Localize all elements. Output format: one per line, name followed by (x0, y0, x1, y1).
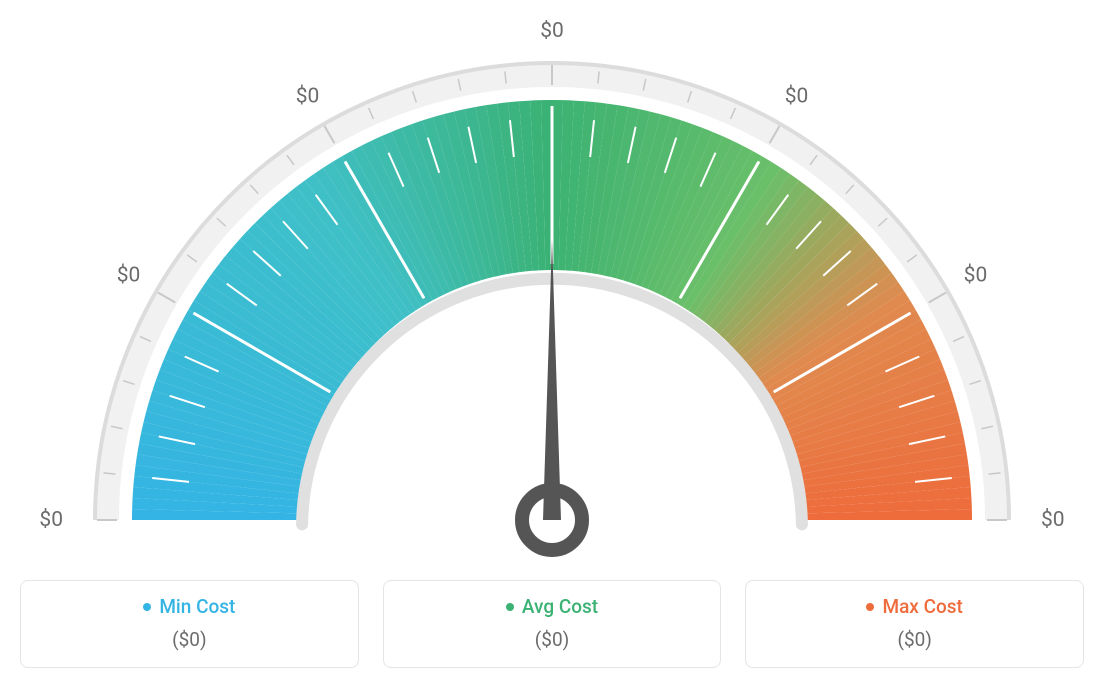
legend-card-avg: Avg Cost ($0) (383, 580, 722, 668)
gauge-tick-label: $0 (785, 85, 809, 109)
gauge-tick-label: $0 (117, 264, 141, 288)
legend-dot-max (866, 603, 874, 611)
gauge-tick-label: $0 (540, 20, 564, 43)
legend-label-min: Min Cost (143, 595, 235, 618)
gauge-tick-label: $0 (1041, 508, 1065, 532)
gauge-tick-label: $0 (296, 85, 320, 109)
legend-dot-avg (506, 603, 514, 611)
legend-dot-min (143, 603, 151, 611)
legend-card-min: Min Cost ($0) (20, 580, 359, 668)
legend-text-min: Min Cost (159, 595, 235, 618)
gauge-tick-label: $0 (964, 264, 988, 288)
gauge-tick-label: $0 (39, 508, 63, 532)
legend-text-avg: Avg Cost (522, 595, 598, 618)
legend-text-max: Max Cost (882, 595, 962, 618)
legend-row: Min Cost ($0) Avg Cost ($0) Max Cost ($0… (20, 580, 1084, 668)
cost-gauge-chart: $0 $0 $0 $0 $0 $0 $0 (20, 20, 1084, 560)
legend-card-max: Max Cost ($0) (745, 580, 1084, 668)
legend-label-max: Max Cost (866, 595, 962, 618)
legend-value-min: ($0) (39, 628, 340, 651)
legend-value-avg: ($0) (402, 628, 703, 651)
legend-value-max: ($0) (764, 628, 1065, 651)
gauge-svg: $0 $0 $0 $0 $0 $0 $0 (20, 20, 1084, 560)
legend-label-avg: Avg Cost (506, 595, 598, 618)
